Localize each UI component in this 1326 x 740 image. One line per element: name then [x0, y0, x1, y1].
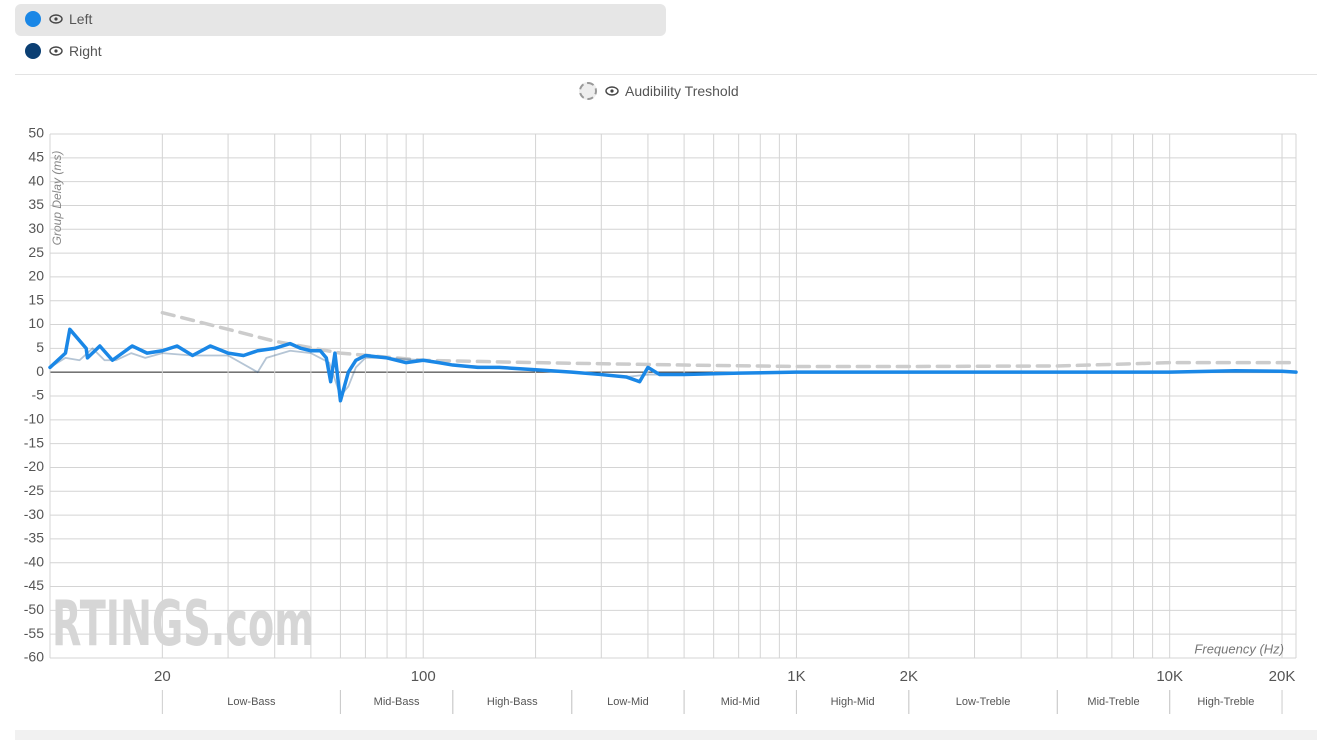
y-tick-label: 30 [28, 220, 44, 236]
y-tick-label: -5 [32, 387, 45, 403]
legend-swatch [579, 82, 597, 100]
x-tick-label: 10K [1156, 668, 1183, 685]
y-tick-label: -20 [24, 458, 44, 474]
y-tick-label: 5 [36, 339, 44, 355]
x-axis-label: Frequency (Hz) [1194, 641, 1284, 656]
series-line [48, 327, 1298, 403]
x-tick-label: 2K [900, 668, 918, 685]
y-tick-label: 45 [28, 149, 44, 165]
divider [15, 74, 1317, 75]
band-label: High-Mid [831, 696, 875, 708]
y-tick-label: -50 [24, 601, 44, 617]
y-tick-label: -15 [24, 434, 44, 450]
legend-swatch [25, 11, 41, 27]
y-tick-label: -30 [24, 506, 44, 522]
band-label: Low-Mid [607, 696, 649, 708]
watermark: RTINGS.com [52, 587, 314, 660]
y-tick-label: 10 [28, 315, 44, 331]
y-tick-label: 25 [28, 244, 44, 260]
legend-left-box[interactable] [15, 4, 666, 36]
x-tick-label: 1K [787, 668, 805, 685]
band-label: Low-Treble [956, 696, 1011, 708]
y-tick-label: -35 [24, 530, 44, 546]
legend-item[interactable]: Right [25, 43, 102, 59]
y-tick-label: -45 [24, 577, 44, 593]
legend-item[interactable]: Left [25, 11, 92, 27]
x-tick-label: 100 [411, 668, 436, 685]
eye-icon [49, 14, 63, 24]
eye-icon [49, 46, 63, 56]
y-tick-label: 0 [36, 363, 44, 379]
x-tick-label: 20K [1269, 668, 1296, 685]
y-tick-label: -55 [24, 625, 44, 641]
band-label: Mid-Treble [1087, 696, 1139, 708]
y-axis-label: Group Delay (ms) [50, 151, 64, 246]
band-label: High-Bass [487, 696, 538, 708]
y-tick-label: 40 [28, 172, 44, 188]
band-label: High-Treble [1197, 696, 1254, 708]
y-tick-label: 50 [28, 125, 44, 141]
legend-label: Right [69, 43, 102, 59]
band-label: Mid-Mid [721, 696, 760, 708]
eye-icon [605, 86, 619, 96]
footer-strip [15, 730, 1317, 740]
y-tick-label: 20 [28, 268, 44, 284]
legend-item[interactable]: Audibility Treshold [579, 82, 739, 100]
y-tick-label: 15 [28, 291, 44, 307]
y-tick-label: -60 [24, 649, 44, 665]
band-label: Low-Bass [227, 696, 276, 708]
band-label: Mid-Bass [374, 696, 420, 708]
series-line [160, 310, 1298, 369]
legend-swatch [25, 43, 41, 59]
legend-label: Left [69, 11, 93, 27]
x-tick-label: 20 [154, 668, 171, 685]
legend-label: Audibility Treshold [625, 83, 739, 99]
y-tick-label: -40 [24, 553, 44, 569]
y-tick-label: -10 [24, 411, 44, 427]
y-tick-label: -25 [24, 482, 44, 498]
y-tick-label: 35 [28, 196, 44, 212]
